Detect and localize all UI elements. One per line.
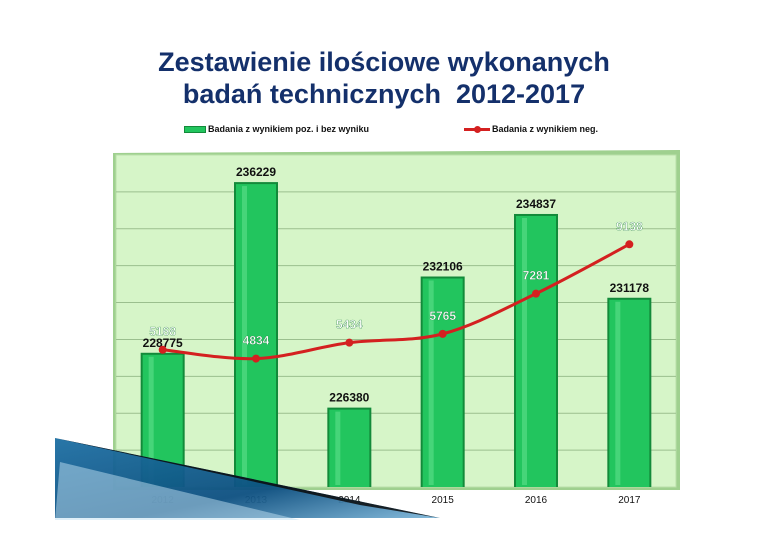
bar-data-label: 232106 — [423, 260, 463, 274]
legend-bar-swatch — [184, 125, 206, 133]
plot-area — [115, 154, 677, 488]
line-series — [162, 242, 631, 361]
legend-item-bars: Badania z wynikiem poz. i bez wyniku — [184, 124, 369, 134]
line-data-label: 5434 — [336, 318, 363, 332]
x-tick-label: 2016 — [525, 495, 548, 506]
legend-line-swatch — [464, 125, 490, 134]
line-data-label: 5168 — [149, 325, 176, 339]
line-data-label: 5765 — [429, 309, 456, 323]
line-data-label: 7281 — [523, 269, 550, 283]
x-tick-label: 2013 — [245, 495, 268, 506]
chart-title: Zestawienie ilościowe wykonanych badań t… — [0, 46, 768, 110]
bar-data-label: 228775 — [143, 336, 183, 350]
title-line-2: badań technicznych 2012-2017 — [182, 79, 586, 109]
bar-data-label: 226380 — [329, 391, 369, 405]
bar-data-label: 231178 — [610, 281, 650, 295]
line-point — [532, 289, 540, 298]
x-tick-label: 2015 — [432, 495, 455, 506]
bar-highlight — [522, 217, 527, 485]
line-point — [158, 345, 167, 354]
legend-item-line: Badania z wynikiem neg. — [464, 124, 598, 134]
legend-bar-label: Badania z wynikiem poz. i bez wyniku — [208, 124, 370, 134]
title-line-1: Zestawienie ilościowe wykonanych — [158, 47, 610, 77]
line-point — [345, 338, 354, 347]
line-point — [438, 329, 447, 338]
x-tick-label: 2012 — [152, 495, 175, 506]
bar-highlight — [242, 186, 247, 486]
bar-data-label: 236229 — [236, 165, 276, 179]
line-point — [625, 240, 634, 249]
legend: Badania z wynikiem poz. i bez wyniku Bad… — [0, 124, 768, 140]
line-data-label: 9138 — [616, 219, 643, 233]
legend-line-label: Badania z wynikiem neg. — [492, 124, 599, 134]
x-tick-label: 2014 — [338, 495, 361, 506]
bar-highlight — [148, 356, 154, 485]
line-data-label: 4834 — [243, 334, 270, 348]
x-tick-label: 2017 — [618, 495, 641, 506]
line-point — [252, 354, 260, 363]
bar-highlight — [335, 411, 341, 485]
bar-highlight — [428, 280, 434, 485]
bar-data-label: 234837 — [516, 197, 556, 211]
bar-highlight — [615, 301, 621, 485]
